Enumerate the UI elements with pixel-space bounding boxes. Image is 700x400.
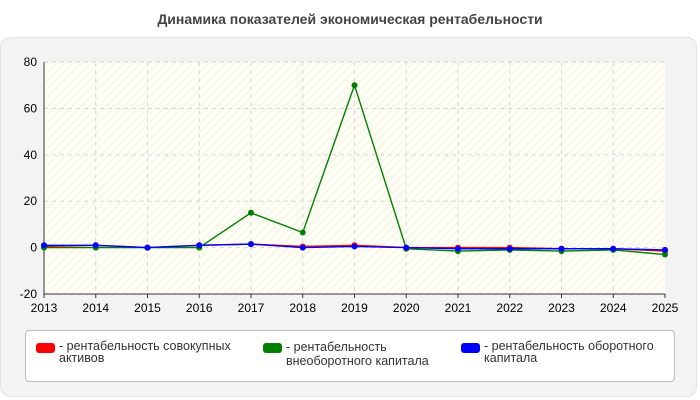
legend-label-noncurrent-capital-line1: - рентабельность — [286, 340, 387, 354]
data-point-series-2[interactable] — [403, 244, 410, 251]
legend-label-total-assets: - рентабельность совокупных активов — [59, 339, 231, 365]
x-tick-label: 2017 — [238, 301, 265, 315]
data-point-series-2[interactable] — [299, 244, 306, 251]
legend-label-noncurrent-capital-line2: внеоборотного капитала — [286, 354, 429, 368]
x-tick-label: 2014 — [82, 301, 109, 315]
data-point-series-2[interactable] — [248, 241, 254, 248]
axes — [43, 62, 666, 298]
data-point-series-1[interactable] — [248, 209, 254, 216]
x-tick-label: 2022 — [496, 301, 523, 315]
chart-title: Динамика показателей экономическая рента… — [157, 11, 543, 27]
grid-lines — [44, 61, 665, 294]
legend-label-total-assets-line2: активов — [59, 351, 105, 365]
data-point-series-2[interactable] — [610, 245, 617, 252]
legend-item-noncurrent-capital[interactable]: - рентабельность внеоборотного капитала — [263, 340, 429, 368]
y-tick-labels: -20 0 20 40 60 80 — [20, 55, 38, 301]
x-tick-label: 2019 — [341, 301, 368, 315]
x-tick-label: 2013 — [31, 301, 58, 315]
x-tick-label: 2024 — [600, 301, 627, 315]
data-point-series-2[interactable] — [196, 242, 203, 249]
y-tick-label: -20 — [20, 287, 38, 301]
y-tick-label: 20 — [24, 194, 38, 208]
data-point-series-2[interactable] — [351, 243, 358, 250]
data-point-series-2[interactable] — [558, 245, 565, 252]
x-tick-label: 2015 — [134, 301, 161, 315]
legend-label-total-assets-line1: - рентабельность совокупных — [59, 339, 231, 353]
legend-label-working-capital-line1: - рентабельность оборотного — [484, 339, 654, 353]
y-tick-label: 80 — [24, 55, 38, 69]
x-tick-label: 2021 — [445, 301, 472, 315]
legend-swatch-blue — [461, 343, 480, 353]
data-point-series-2[interactable] — [41, 242, 47, 249]
y-tick-label: 40 — [24, 148, 38, 162]
x-tick-label: 2018 — [289, 301, 316, 315]
data-point-series-2[interactable] — [662, 246, 668, 253]
legend-swatch-green — [263, 343, 282, 353]
data-point-series-1[interactable] — [662, 251, 668, 258]
legend-item-working-capital[interactable]: - рентабельность оборотного капитала — [461, 340, 654, 364]
legend-label-noncurrent-capital: - рентабельность внеоборотного капитала — [286, 340, 429, 368]
data-point-series-2[interactable] — [455, 245, 461, 252]
data-point-series-2[interactable] — [92, 242, 99, 249]
x-tick-label: 2020 — [393, 301, 420, 315]
data-point-series-2[interactable] — [506, 245, 513, 252]
data-point-series-1[interactable] — [299, 229, 306, 236]
legend-item-total-assets[interactable]: - рентабельность совокупных активов — [36, 340, 231, 364]
x-tick-label: 2023 — [548, 301, 575, 315]
legend-swatch-red — [36, 343, 55, 353]
x-tick-label: 2025 — [652, 301, 679, 315]
x-tick-labels: 2013 2014 2015 2016 2017 2018 2019 2020 2021 2022… — [31, 301, 679, 315]
legend: - рентабельность совокупных активов - ре… — [25, 330, 675, 382]
series-lines — [41, 82, 668, 258]
y-tick-label: 0 — [30, 241, 37, 255]
y-tick-label: 60 — [24, 101, 38, 115]
data-point-series-2[interactable] — [144, 244, 151, 251]
data-point-series-1[interactable] — [351, 82, 358, 89]
x-tick-label: 2016 — [186, 301, 213, 315]
legend-label-working-capital: - рентабельность оборотного капитала — [484, 339, 654, 365]
legend-label-working-capital-line2: капитала — [484, 351, 538, 365]
